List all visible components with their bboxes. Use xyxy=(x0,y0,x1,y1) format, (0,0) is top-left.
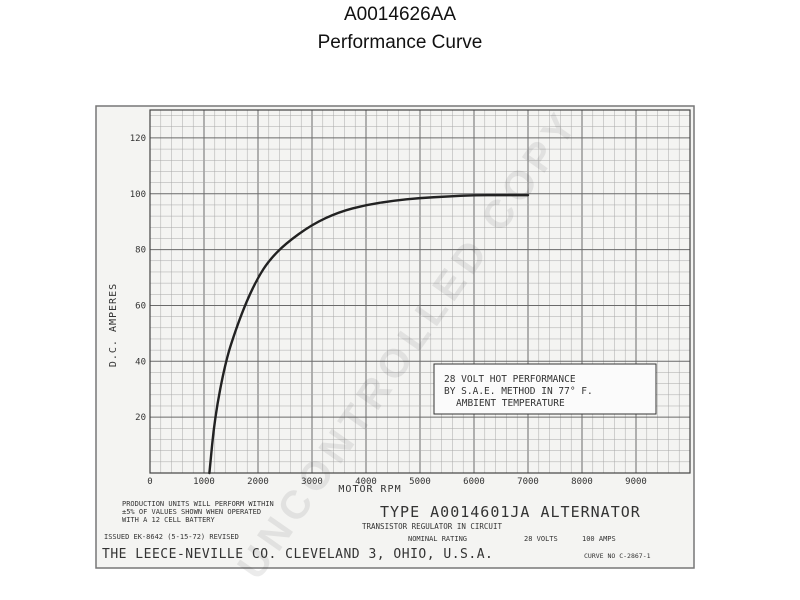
regulator-note: TRANSISTOR REGULATOR IN CIRCUIT xyxy=(362,522,502,531)
chart-paper xyxy=(95,105,695,569)
company-name: THE LEECE-NEVILLE CO. CLEVELAND 3, OHIO,… xyxy=(102,547,493,562)
x-tick-label: 9000 xyxy=(625,477,647,487)
production-note-3: WITH A 12 CELL BATTERY xyxy=(122,516,216,524)
plot-frame xyxy=(149,109,691,474)
x-tick-label: 1000 xyxy=(193,477,215,487)
y-axis-label: D.C. AMPERES xyxy=(108,283,119,367)
issued-note: ISSUED EK-8642 (5-15-72) REVISED xyxy=(104,533,239,541)
x-tick-label: 8000 xyxy=(571,477,593,487)
y-tick-label: 60 xyxy=(135,301,146,311)
rating-label: NOMINAL RATING xyxy=(408,535,467,543)
y-tick-label: 40 xyxy=(135,357,146,367)
x-tick-label: 3000 xyxy=(301,477,323,487)
x-tick-label: 6000 xyxy=(463,477,485,487)
annotation-line-2: BY S.A.E. METHOD IN 77° F. xyxy=(444,386,593,397)
curve-layer xyxy=(208,193,530,475)
grid xyxy=(149,109,691,474)
y-tick-label: 120 xyxy=(130,134,146,144)
rating-volts: 28 VOLTS xyxy=(524,535,558,543)
chart-subtitle: Performance Curve xyxy=(317,32,483,53)
curve-number: CURVE NO C-2867-1 xyxy=(584,552,651,560)
y-tick-label: 20 xyxy=(135,413,146,423)
x-tick-label: 7000 xyxy=(517,477,539,487)
x-tick-label: 0 xyxy=(147,477,152,487)
part-number-title: A0014626AA xyxy=(344,4,456,25)
production-note-1: PRODUCTION UNITS WILL PERFORM WITHIN xyxy=(122,500,274,508)
x-tick-label: 4000 xyxy=(355,477,377,487)
performance-curve xyxy=(208,193,530,475)
x-tick-label: 5000 xyxy=(409,477,431,487)
annotation-line-3: AMBIENT TEMPERATURE xyxy=(456,398,565,409)
production-note-2: ±5% OF VALUES SHOWN WHEN OPERATED xyxy=(122,508,261,516)
y-tick-label: 80 xyxy=(135,246,146,256)
annotation-line-1: 28 VOLT HOT PERFORMANCE xyxy=(444,374,576,385)
axis-ticks: 0 1000 2000 3000 4000 5000 6000 7000 8000 9000 20 4… xyxy=(130,134,647,487)
y-tick-label: 100 xyxy=(130,190,146,200)
rating-amps: 100 AMPS xyxy=(582,535,616,543)
annotation-box xyxy=(433,363,657,415)
x-axis-label: MOTOR RPM xyxy=(338,484,401,495)
alternator-type: TYPE A0014601JA ALTERNATOR xyxy=(380,503,641,521)
x-tick-label: 2000 xyxy=(247,477,269,487)
